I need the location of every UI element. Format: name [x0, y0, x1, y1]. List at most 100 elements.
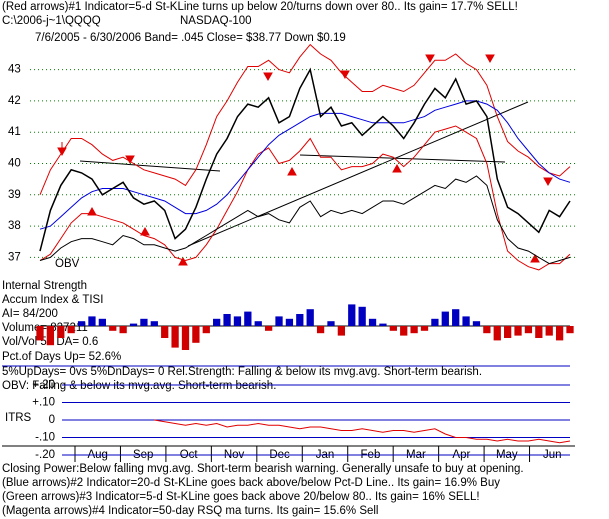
accum-bar [400, 326, 408, 336]
accum-bar [46, 326, 55, 346]
itrs-line [154, 419, 571, 444]
accum-bar [441, 311, 449, 326]
accum-bar [462, 316, 470, 326]
accum-bar [306, 309, 314, 326]
footer-line: (Green arrows)#3 Indicator=5-d St-KLine … [2, 491, 480, 503]
accum-bar [566, 326, 574, 334]
footer-line: Closing Power:Below falling mvg.avg. Sho… [2, 463, 524, 475]
accum-bar [129, 323, 138, 326]
accum-bar [483, 326, 491, 334]
itrs-tick-label: -.10 [35, 432, 55, 444]
y-tick-label: 42 [8, 95, 21, 107]
footer-line: (Magenta arrows)#4 Indicator=50-day RSQ … [2, 505, 379, 517]
panel-text: 5%UpDays= 0vs 5%DnDays= 0 Rel.Strength: … [2, 366, 482, 378]
accum-bar [514, 326, 522, 336]
upper-band-line [39, 43, 571, 195]
arrow-down [485, 54, 495, 64]
accum-bar [119, 326, 127, 334]
accum-bar [389, 326, 397, 331]
panel-text: OBV [55, 258, 80, 270]
accum-bar [254, 321, 262, 326]
arrow-down [263, 72, 273, 82]
accum-bar [275, 316, 283, 326]
accum-bar [285, 318, 294, 326]
signal-arrows [57, 54, 553, 266]
accum-bar [192, 326, 200, 343]
accum-bar [431, 318, 439, 326]
accum-bar [140, 318, 148, 326]
trend-line [299, 154, 506, 163]
panel-text: AI= 84/200 [2, 308, 58, 320]
arrow-up [530, 253, 540, 263]
accum-bar [410, 326, 418, 334]
y-tick-label: 40 [8, 158, 21, 170]
arrow-down [425, 54, 435, 64]
accum-bar [36, 326, 44, 341]
accum-bar [264, 326, 273, 331]
y-tick-label: 41 [8, 126, 21, 138]
accum-bar [348, 304, 356, 326]
accum-bar [98, 318, 106, 326]
header-line: (Red arrows)#1 Indicator=5-d St-KLine tu… [2, 1, 518, 13]
accum-bar [57, 326, 65, 338]
y-tick-label: 39 [8, 189, 21, 201]
accum-bar [545, 326, 553, 336]
arrow-down [57, 142, 67, 157]
arrow-up [392, 163, 402, 173]
accum-bar [504, 326, 512, 338]
arrow-up [178, 256, 188, 266]
trend-line [187, 101, 529, 247]
accum-bar [493, 326, 501, 341]
itrs-tick-label: +.10 [32, 397, 55, 409]
accum-bar [109, 326, 117, 331]
panel-text: Pct.of Days Up= 52.6% [2, 351, 121, 363]
itrs-tick-label: 0 [49, 414, 55, 426]
trend-line [79, 160, 221, 172]
close-line [39, 67, 571, 252]
accum-bar [233, 316, 242, 326]
accum-bar [171, 326, 179, 348]
accum-bar [368, 318, 377, 326]
accum-bar [202, 326, 210, 334]
lower-band-line [39, 125, 571, 271]
accum-bar [67, 326, 75, 334]
arrow-down [543, 177, 553, 187]
arrow-down [125, 155, 135, 165]
accum-bar [296, 314, 304, 326]
arrow-up [287, 166, 297, 176]
panel-text: Volume= 827211 [2, 322, 88, 334]
accum-bar [161, 326, 169, 338]
accum-bar [213, 318, 221, 326]
y-tick-label: 37 [8, 251, 21, 263]
accum-bar [535, 326, 543, 338]
accum-bar [223, 314, 231, 326]
accum-bar [327, 321, 335, 326]
accum-bar [358, 306, 366, 326]
accum-bar [316, 326, 325, 334]
panel-text: ITRS [5, 412, 32, 424]
panel-text: Internal Strength [2, 280, 87, 292]
accum-bar [555, 326, 564, 341]
y-tick-label: 43 [8, 64, 21, 76]
accum-bar [244, 311, 252, 326]
footer-line: (Blue arrows)#2 Indicator=20-d St-KLine … [2, 477, 500, 489]
header-line: NASDAQ-100 [180, 15, 252, 27]
accum-bar [524, 326, 533, 334]
header-line: 7/6/2005 - 6/30/2006 Band= .045 Close= $… [35, 32, 346, 44]
arrow-up [140, 226, 150, 236]
itrs-tick-label: +.20 [32, 379, 55, 391]
y-tick-label: 38 [8, 220, 21, 232]
accum-bar [420, 326, 429, 331]
itrs-tick-label: -.20 [35, 449, 55, 461]
accum-bar [379, 323, 387, 326]
accum-bar [88, 316, 96, 326]
accum-bar [337, 326, 346, 336]
header-line: C:\2006-j~1\QQQQ [2, 15, 101, 27]
panel-text: OBV: Falling & below its mvg.avg. Short-… [2, 380, 276, 392]
panel-text: Accum Index & TISI [2, 294, 103, 306]
accum-bar [150, 321, 158, 326]
accum-bar [181, 326, 190, 350]
